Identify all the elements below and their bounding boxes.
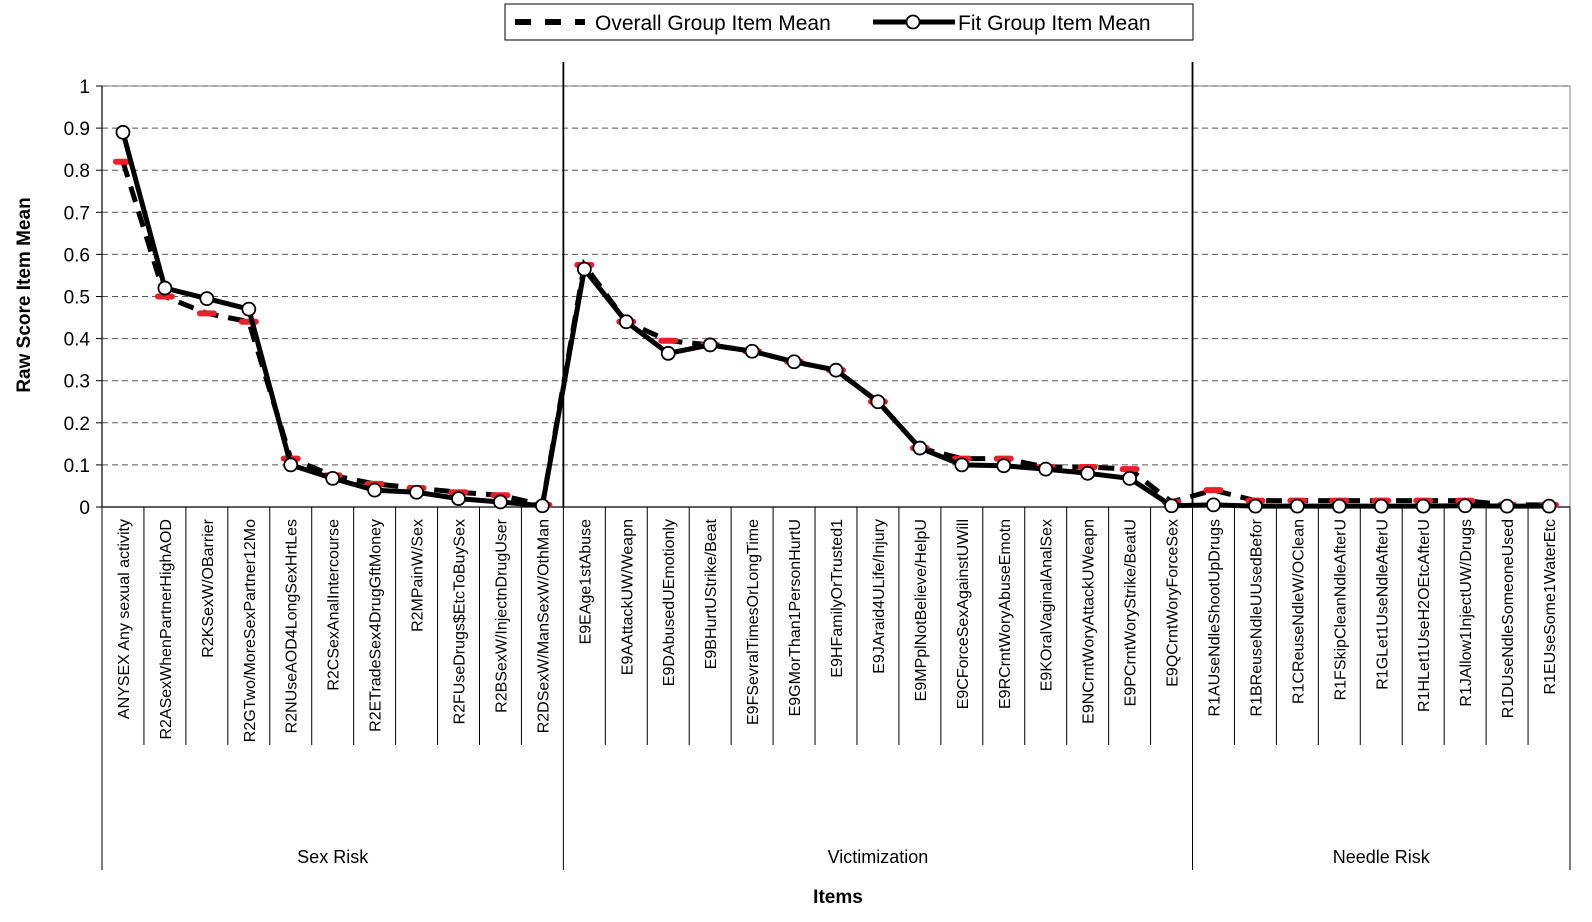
- x-category-label: E9JAraid4ULife/Injury: [871, 519, 888, 674]
- point-fit: [1289, 498, 1305, 514]
- point-fit: [409, 484, 424, 500]
- x-category-label: R2KSexW/OBarrier: [200, 518, 217, 657]
- x-axis-title: Items: [813, 887, 863, 908]
- point-fit: [115, 124, 131, 140]
- x-category-label: R2NUseAOD4LongSexHrtLes: [284, 519, 301, 733]
- y-tick-label: 0.3: [64, 372, 90, 393]
- x-category-label: R2CSexAnalIntercourse: [326, 519, 343, 691]
- x-category-label: R2DSexW/ManSexW/OthMan: [535, 519, 552, 733]
- x-category-label: R1HLet1UseH2OEtcAfterU: [1416, 519, 1433, 712]
- x-category-label: E9KOralVaginalAnalSex: [1039, 519, 1056, 691]
- x-category-label: R2ASexWhenPartnerHighAOD: [158, 519, 175, 740]
- point-fit: [744, 343, 760, 359]
- series-layer: [112, 124, 1560, 514]
- point-fit: [241, 301, 257, 317]
- x-category-label: E9CForceSexAgainstUWill: [955, 519, 972, 709]
- point-fit: [954, 457, 970, 473]
- y-axis-title: Raw Score Item Mean: [14, 197, 35, 392]
- x-category-label: R2ETradeSex4DrugGftMoney: [368, 519, 385, 732]
- point-fit: [870, 394, 886, 410]
- group-label: Victimization: [828, 847, 929, 867]
- legend: Overall Group Item Mean Fit Group Item Me…: [504, 3, 1194, 41]
- x-category-label: E9RCrntWoryAbuseEmotn: [997, 519, 1014, 709]
- point-fit: [912, 440, 928, 456]
- point-fit: [702, 337, 718, 353]
- x-category-label: R2BSexW/InjectnDrugUser: [493, 518, 510, 713]
- x-category-label: R1FSkipCleanNdleAfterU: [1332, 519, 1349, 700]
- x-category-label: ANYSEX Any sexual activity: [116, 519, 133, 719]
- series-line-fit: [120, 131, 1550, 509]
- x-axis-categories: ANYSEX Any sexual activity R2ASexWhenPart…: [101, 506, 1571, 870]
- y-tick-label: 0.6: [64, 245, 90, 266]
- point-fit: [1415, 498, 1431, 514]
- point-fit: [535, 498, 550, 514]
- point-fit: [493, 494, 508, 510]
- point-fit: [1206, 497, 1221, 513]
- point-fit: [786, 354, 802, 370]
- point-fit: [1248, 498, 1263, 514]
- y-tick-label: 0.4: [64, 330, 91, 351]
- x-category-label: R1BReuseNdleUUsedBefor: [1248, 518, 1265, 716]
- point-fit: [996, 458, 1012, 474]
- x-category-label: E9AAttackUW/Weapn: [619, 519, 636, 675]
- x-category-label: E9PCrntWoryStrike/BeatU: [1123, 519, 1140, 706]
- group-label: Sex Risk: [297, 847, 369, 867]
- y-tick-label: 0.9: [64, 119, 90, 140]
- legend-label-overall: Overall Group Item Mean: [595, 12, 831, 35]
- point-fit: [1541, 498, 1557, 514]
- x-category-label: E9GMorThan1PersonHurtU: [787, 519, 804, 716]
- x-category-label: E9FSevralTimesOrLongTime: [745, 519, 762, 725]
- y-tick-label: 0.1: [64, 456, 90, 477]
- point-fit: [283, 457, 299, 473]
- x-category-label: R2MPainW/Sex: [410, 519, 427, 632]
- point-fit: [1164, 498, 1179, 514]
- legend-box: [504, 3, 1194, 41]
- x-category-label: E9NCrntWoryAttackUWeapn: [1081, 519, 1098, 724]
- point-fit: [1038, 461, 1054, 477]
- x-category-label: E9HFamilyOrTrusted1: [829, 519, 846, 678]
- series-line-overall: [120, 161, 1550, 508]
- point-fit: [367, 482, 383, 498]
- x-category-label: E9MPplNotBelieve/HelpU: [913, 519, 930, 701]
- point-fit: [1499, 498, 1515, 514]
- x-category-label: R1GLet1UseNdleAfterU: [1374, 519, 1391, 690]
- x-category-label: R1EUseSome1WaterEtc: [1542, 519, 1559, 694]
- y-axis-ticks: 0 0.1 0.2 0.3 0.4 0.5 0.6 0.7 0.8 0.9 1: [64, 77, 103, 519]
- gridlines: [101, 62, 1571, 508]
- x-category-label: R2GTwo/MoreSexPartner12Mo: [242, 519, 259, 742]
- point-fit: [1373, 498, 1389, 514]
- y-tick-label: 1: [79, 77, 90, 98]
- y-tick-label: 0: [79, 498, 90, 519]
- x-category-label: R1DUseNdleSomeoneUsed: [1500, 519, 1517, 718]
- y-tick-label: 0.7: [64, 203, 90, 224]
- x-category-label: R2FUseDrugs$EtcToBuySex: [452, 519, 469, 724]
- point-fit: [828, 362, 844, 378]
- point-fit: [199, 291, 215, 307]
- y-tick-label: 0.5: [64, 288, 90, 309]
- group-label: Needle Risk: [1333, 847, 1431, 867]
- point-fit: [1331, 498, 1347, 514]
- x-category-label: R1AUseNdleShootUpDrugs: [1206, 519, 1223, 716]
- point-fit: [618, 314, 634, 330]
- x-category-label: R1JAllow1InjectUW/Drugs: [1458, 519, 1475, 707]
- x-category-label: E9DAbusedUEmotionly: [661, 519, 678, 686]
- x-category-label: R1CReuseNdleW/OClean: [1290, 519, 1307, 704]
- point-fit: [1457, 498, 1473, 514]
- x-category-label: E9QCrntWoryForceSex: [1165, 519, 1182, 687]
- legend-label-fit: Fit Group Item Mean: [958, 12, 1151, 35]
- point-fit: [576, 261, 592, 277]
- y-tick-label: 0.2: [64, 414, 90, 435]
- point-fit: [1080, 465, 1096, 481]
- legend-marker-fit: [905, 14, 921, 30]
- point-fit: [1122, 470, 1137, 486]
- x-category-label: E9BHurtUStrike/Beat: [703, 518, 720, 669]
- y-tick-label: 0.8: [64, 161, 90, 182]
- point-fit: [325, 470, 341, 486]
- point-fit: [451, 491, 466, 506]
- x-category-label: E9EAge1stAbuse: [577, 519, 594, 645]
- point-fit: [157, 280, 173, 296]
- point-fit: [660, 345, 676, 361]
